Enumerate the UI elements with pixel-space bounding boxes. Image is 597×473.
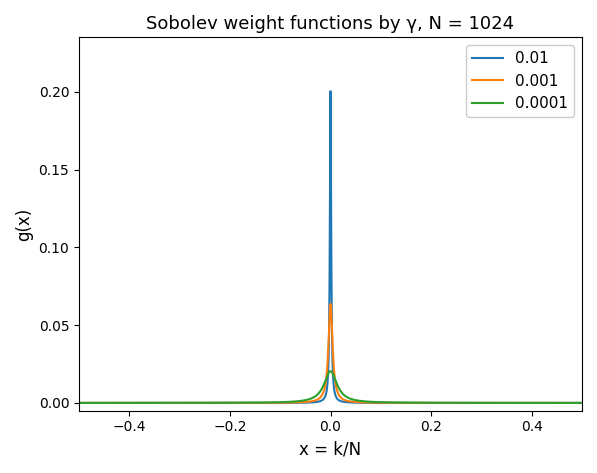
Y-axis label: g(x): g(x) [15,207,33,241]
0.01 [238,400,245,406]
0.0001 [319,385,326,390]
X-axis label: x = k/N: x = k/N [300,440,362,458]
0.001 [327,301,334,307]
Line: 0.0001: 0.0001 [79,371,581,403]
Title: Sobolev weight functions by γ, N = 1024: Sobolev weight functions by γ, N = 1024 [146,15,515,33]
0.01 [319,397,326,403]
0.001 [75,400,82,406]
Line: 0.01: 0.01 [79,91,581,403]
0.001 [477,400,484,406]
0.001 [272,400,279,405]
0.0001 [327,368,334,374]
Legend: 0.01, 0.001, 0.0001: 0.01, 0.001, 0.0001 [466,45,574,117]
0.0001 [238,400,245,405]
0.001 [238,400,245,406]
0.0001 [272,400,279,405]
0.0001 [75,400,82,406]
0.001 [85,400,93,406]
0.01 [75,400,82,406]
0.01 [85,400,93,406]
0.001 [504,400,511,406]
0.001 [319,391,326,397]
0.0001 [504,400,511,406]
0.01 [272,400,279,406]
0.01 [327,88,334,94]
0.01 [477,400,484,406]
0.0001 [85,400,93,406]
0.0001 [477,400,484,406]
Line: 0.001: 0.001 [79,304,581,403]
0.01 [504,400,511,406]
0.0001 [578,400,585,406]
0.01 [578,400,585,406]
0.001 [578,400,585,406]
